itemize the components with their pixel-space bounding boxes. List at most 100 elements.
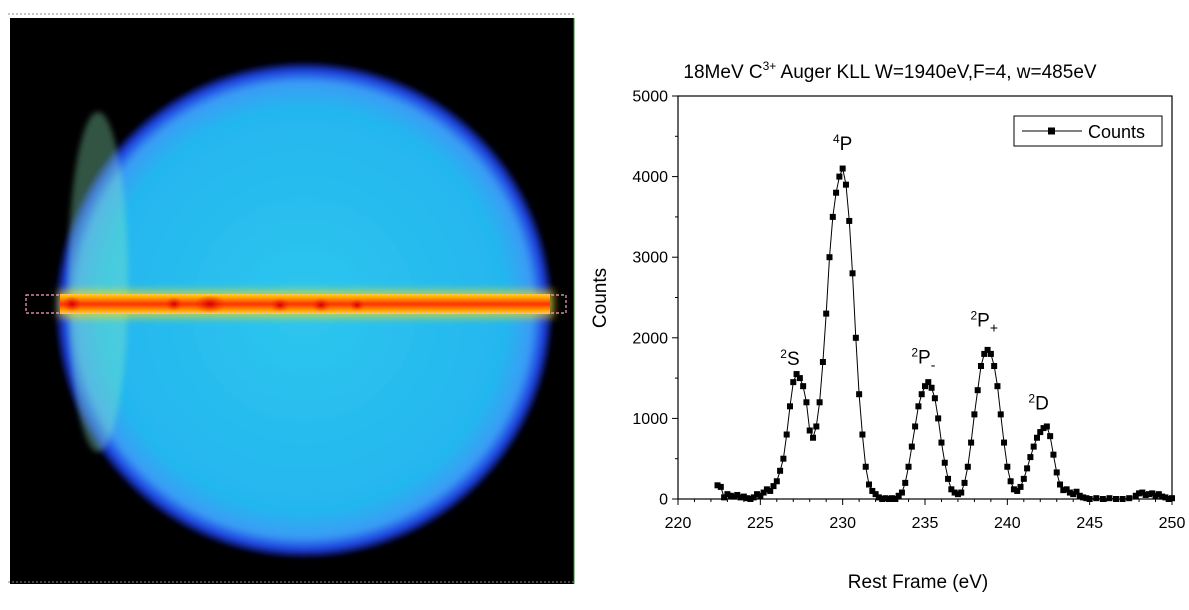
data-point (872, 491, 879, 498)
data-point (1047, 433, 1054, 440)
y-tick-label: 2000 (632, 330, 668, 347)
data-point (1169, 495, 1175, 502)
data-point (968, 439, 975, 446)
data-point (724, 491, 731, 498)
data-point (786, 403, 793, 410)
data-point (948, 486, 955, 493)
data-point (1080, 494, 1087, 501)
x-tick-label: 230 (829, 515, 856, 532)
data-point (836, 173, 843, 180)
data-point (1066, 489, 1073, 496)
y-tick-label: 1000 (632, 411, 668, 428)
data-point (1053, 469, 1060, 476)
data-point (1139, 489, 1146, 496)
data-point (1145, 491, 1152, 498)
data-point (1007, 478, 1014, 485)
peak-label: 4P (833, 132, 852, 155)
data-point (866, 481, 873, 488)
data-point (1076, 492, 1083, 499)
data-point (1010, 486, 1017, 493)
data-point (1063, 486, 1070, 493)
data-point (846, 217, 853, 224)
data-point (994, 383, 1001, 390)
data-point (1142, 491, 1149, 498)
data-point (1040, 425, 1047, 432)
data-point (879, 496, 886, 502)
data-point (1050, 451, 1057, 458)
spectrum-chart: 18MeV C3+ Auger KLL W=1940eV,F=4, w=485e… (590, 59, 1185, 593)
data-point (717, 483, 724, 490)
peak-label: 2S (780, 347, 799, 370)
data-point (898, 489, 905, 496)
data-point (964, 463, 971, 470)
data-point (961, 479, 968, 486)
plot-frame (677, 95, 1173, 500)
peak-label: 2D (1028, 392, 1048, 415)
data-point (931, 395, 938, 402)
data-point (1136, 490, 1143, 497)
data-point (915, 403, 922, 410)
data-point (1073, 488, 1080, 495)
data-point (1099, 496, 1106, 502)
data-point (1086, 496, 1093, 502)
selection-box[interactable] (25, 294, 567, 314)
data-point (823, 310, 830, 317)
data-point (790, 379, 797, 386)
data-point (826, 254, 833, 261)
data-point (780, 455, 787, 462)
chart-title: 18MeV C3+ Auger KLL W=1940eV,F=4, w=485e… (683, 59, 1096, 83)
y-tick-label: 0 (659, 492, 668, 509)
data-point (977, 363, 984, 370)
data-point (730, 493, 737, 500)
data-point (1152, 492, 1159, 499)
data-point (1033, 434, 1040, 441)
data-point (1162, 494, 1169, 501)
data-point (1155, 491, 1162, 498)
axes (672, 95, 1173, 505)
data-point (1093, 495, 1100, 502)
data-point (1070, 491, 1077, 498)
data-point (984, 346, 991, 353)
y-tick-label: 3000 (632, 250, 668, 267)
data-point (869, 487, 876, 494)
detector-left-rim-highlight (68, 112, 128, 452)
data-point (763, 486, 770, 493)
data-point (750, 494, 757, 501)
data-point (754, 491, 761, 498)
data-point (941, 459, 948, 466)
data-point (895, 492, 902, 499)
detector-hotspot (311, 298, 331, 312)
data-point (744, 495, 751, 502)
data-point (793, 371, 800, 378)
data-point (859, 431, 866, 438)
data-point (721, 494, 728, 501)
peak-label: 2P- (911, 346, 935, 373)
data-point (922, 383, 928, 390)
data-point (1165, 496, 1172, 502)
data-point (991, 363, 998, 370)
data-point (987, 350, 994, 357)
data-point (829, 213, 836, 220)
data-point (862, 463, 869, 470)
detector-image-panel (8, 12, 576, 584)
data-point (767, 487, 774, 494)
series-line (717, 166, 1173, 500)
data-series (714, 165, 1175, 502)
spectrum-chart-panel: 18MeV C3+ Auger KLL W=1940eV,F=4, w=485e… (580, 0, 1185, 605)
detector-hotspot (270, 298, 290, 312)
data-point (803, 399, 810, 406)
data-point (1027, 454, 1034, 461)
data-point (1159, 493, 1166, 500)
data-point (1113, 496, 1120, 502)
detector-hotspot (165, 297, 183, 311)
detector-stripe (60, 294, 550, 314)
data-point (1119, 496, 1126, 502)
data-point (981, 350, 988, 357)
data-point (1083, 495, 1090, 502)
data-point (1030, 443, 1037, 450)
data-point (747, 496, 754, 502)
data-point (889, 495, 896, 502)
data-point (810, 434, 817, 441)
data-point (773, 478, 780, 485)
data-point (714, 482, 721, 489)
